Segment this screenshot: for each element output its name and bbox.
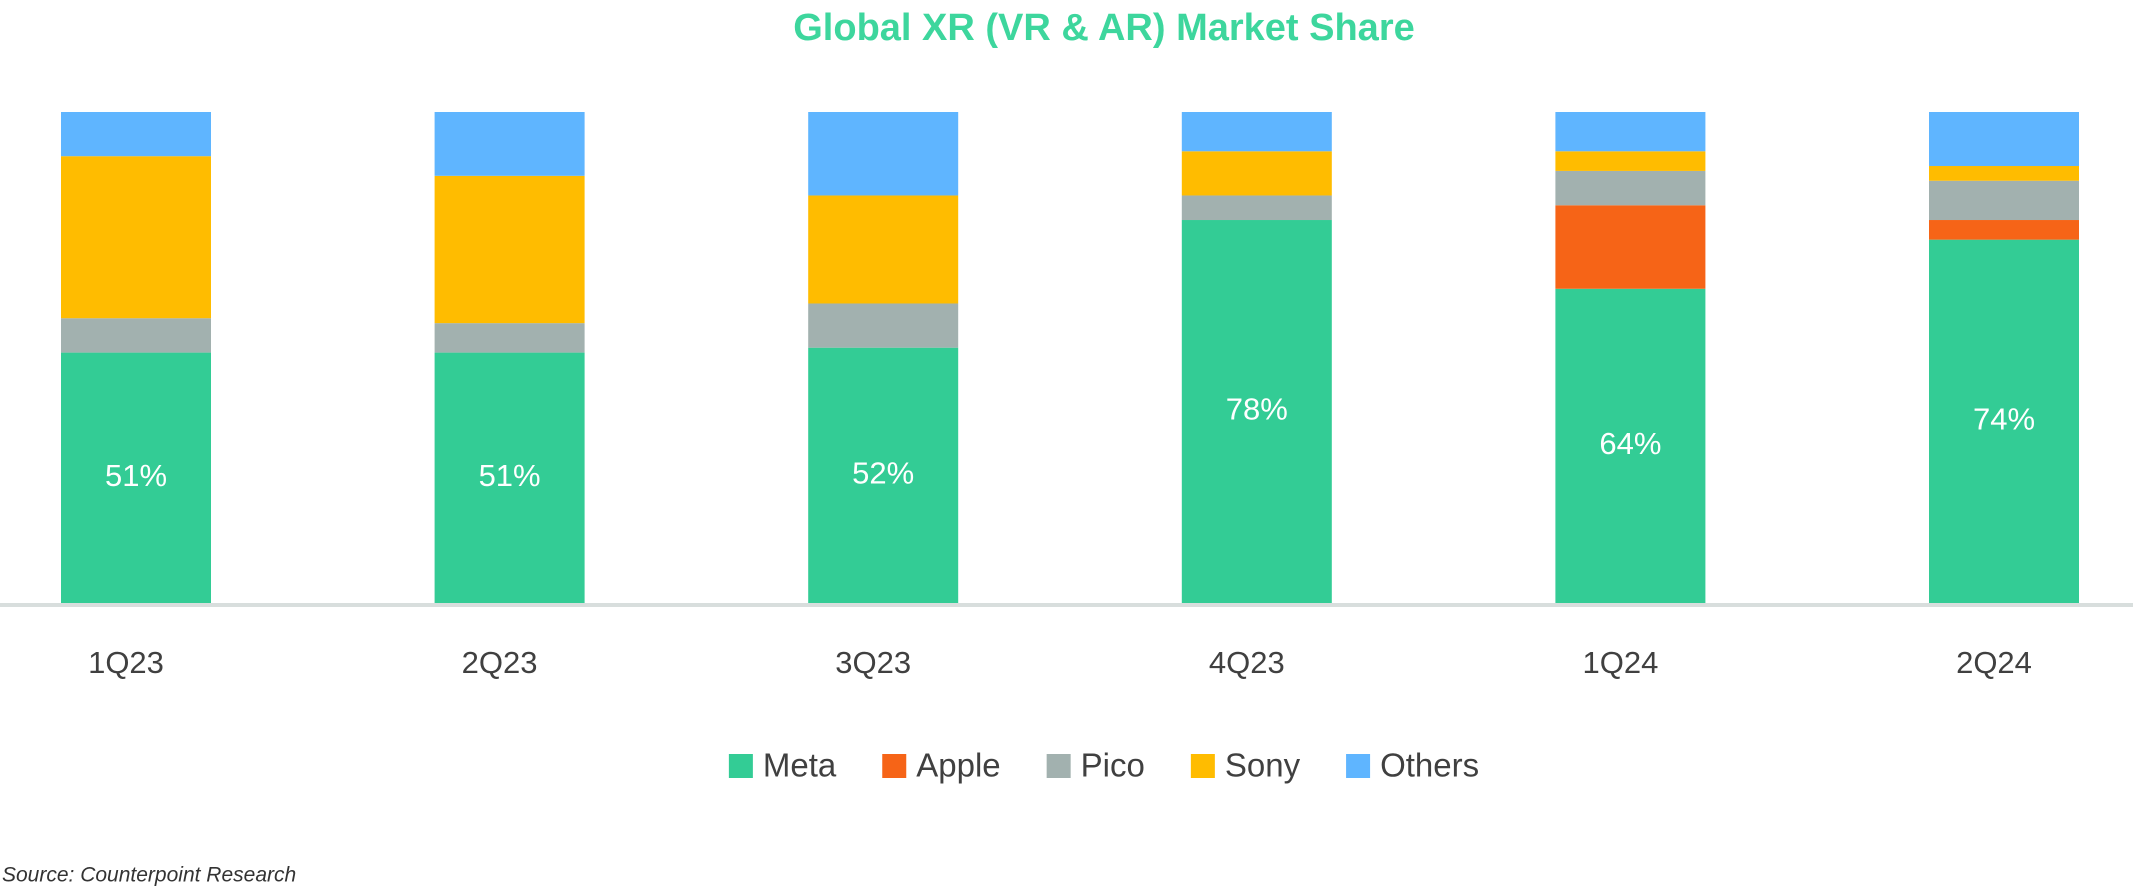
bar-segment (61, 156, 211, 319)
bar-segment (1929, 220, 2079, 240)
source-note: Source: Counterpoint Research (2, 864, 296, 887)
bar-segment (434, 112, 585, 176)
bar-segment (1929, 180, 2079, 221)
bar-segment (61, 112, 211, 157)
bar-segment (1555, 205, 1706, 289)
data-label: 74% (1973, 402, 2035, 437)
data-label: 51% (105, 458, 167, 493)
bar-segment (808, 112, 959, 196)
legend-label: Pico (1081, 747, 1145, 784)
legend-label: Sony (1225, 747, 1301, 784)
chart-title: Global XR (VR & AR) Market Share (793, 7, 1415, 49)
bar-segment (434, 323, 585, 353)
legend-swatch (882, 754, 907, 778)
legend-swatch (1190, 754, 1215, 778)
bar-segment (61, 318, 211, 353)
bar-segment (1555, 151, 1706, 171)
data-label: 64% (1599, 426, 1661, 461)
x-tick-label: 2Q23 (462, 645, 538, 680)
bar-segment (1181, 195, 1332, 221)
data-label: 51% (479, 458, 541, 493)
legend-label: Meta (763, 747, 837, 784)
legend-swatch (1346, 754, 1371, 778)
x-tick-label: 2Q24 (1956, 645, 2032, 680)
legend-label: Apple (916, 747, 1000, 784)
bar-segment (1181, 151, 1332, 196)
data-label: 78% (1226, 392, 1288, 427)
bar-segment (1555, 288, 1706, 603)
x-tick-label: 1Q23 (88, 645, 164, 680)
bar-segment (808, 303, 959, 348)
bar-segment (1929, 239, 2079, 603)
x-tick-label: 1Q24 (1582, 645, 1658, 680)
legend-label: Others (1380, 747, 1479, 784)
bar-segment (1555, 112, 1706, 152)
bar-segment (1181, 112, 1332, 152)
bar-segment (1181, 220, 1332, 603)
legend-swatch (728, 754, 753, 778)
bar-segment (61, 352, 211, 603)
bar-segment (434, 175, 585, 324)
legend-swatch (1046, 754, 1071, 778)
bar-segment (808, 195, 959, 304)
bar-segment (1929, 112, 2079, 167)
x-tick-label: 4Q23 (1209, 645, 1285, 680)
data-label: 52% (852, 456, 914, 491)
bar-segment (434, 352, 585, 603)
bar-segment (1555, 170, 1706, 206)
bar-segment (1929, 166, 2079, 181)
x-tick-label: 3Q23 (835, 645, 911, 680)
bar-segment (808, 347, 959, 603)
